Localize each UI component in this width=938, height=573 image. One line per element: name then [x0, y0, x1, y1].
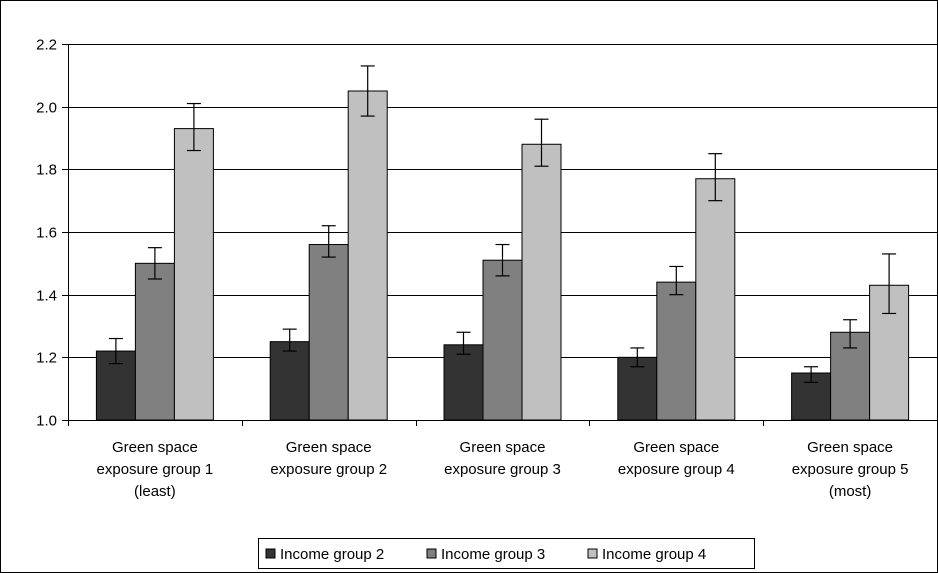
x-category-label-line: (least)	[134, 483, 176, 500]
bar	[134, 262, 175, 421]
axes: 1.0 1.2 1.4 1.6 1.8 2.0 2.2 Green space exposure…	[36, 37, 938, 500]
legend-swatch	[426, 548, 437, 559]
y-tick-label: 1.6	[36, 225, 57, 242]
x-category-label-line: Green space	[460, 439, 546, 456]
x-category-label: Green space exposure group 3	[444, 439, 561, 478]
legend-label: Income group 2	[280, 546, 384, 563]
bar	[521, 143, 562, 421]
x-category-label-line: exposure group 1	[97, 461, 214, 478]
legend-label: Income group 3	[441, 546, 545, 563]
legend-box	[258, 538, 755, 569]
y-tick-label: 2.0	[36, 100, 57, 117]
bar	[269, 341, 310, 421]
x-category-label-line: exposure group 3	[444, 461, 561, 478]
y-tick-label: 2.2	[36, 37, 57, 54]
x-category-label-line: Green space	[807, 439, 893, 456]
x-category-label-line: Green space	[286, 439, 372, 456]
bar	[308, 244, 349, 421]
bar	[656, 281, 697, 421]
bar	[695, 178, 736, 421]
x-category-label-line: Green space	[633, 439, 719, 456]
error-bars	[108, 65, 897, 383]
bar	[173, 128, 214, 421]
x-category-label: Green space exposure group 4	[618, 439, 735, 478]
x-category-label-line: exposure group 2	[270, 461, 387, 478]
legend-swatch	[587, 548, 598, 559]
x-category-label: Green space exposure group 2	[270, 439, 387, 478]
x-category-label-line: exposure group 4	[618, 461, 735, 478]
legend-label: Income group 4	[602, 546, 706, 563]
x-category-label-line: exposure group 5	[792, 461, 909, 478]
y-tick-label: 1.0	[36, 413, 57, 430]
x-category-label-line: Green space	[112, 439, 198, 456]
bar	[482, 259, 523, 421]
legend: Income group 2 Income group 3 Income group…	[258, 538, 755, 569]
y-tick-label: 1.4	[36, 288, 57, 305]
x-category-label-line: (most)	[829, 483, 872, 500]
y-tick-label: 1.2	[36, 350, 57, 367]
legend-swatch	[265, 548, 276, 559]
bar	[347, 90, 388, 421]
bar	[617, 356, 658, 421]
y-tick-label: 1.8	[36, 162, 57, 179]
bar	[443, 344, 484, 421]
x-category-label: Green space exposure group 1 (least)	[97, 439, 214, 500]
x-category-label: Green space exposure group 5 (most)	[792, 439, 909, 500]
